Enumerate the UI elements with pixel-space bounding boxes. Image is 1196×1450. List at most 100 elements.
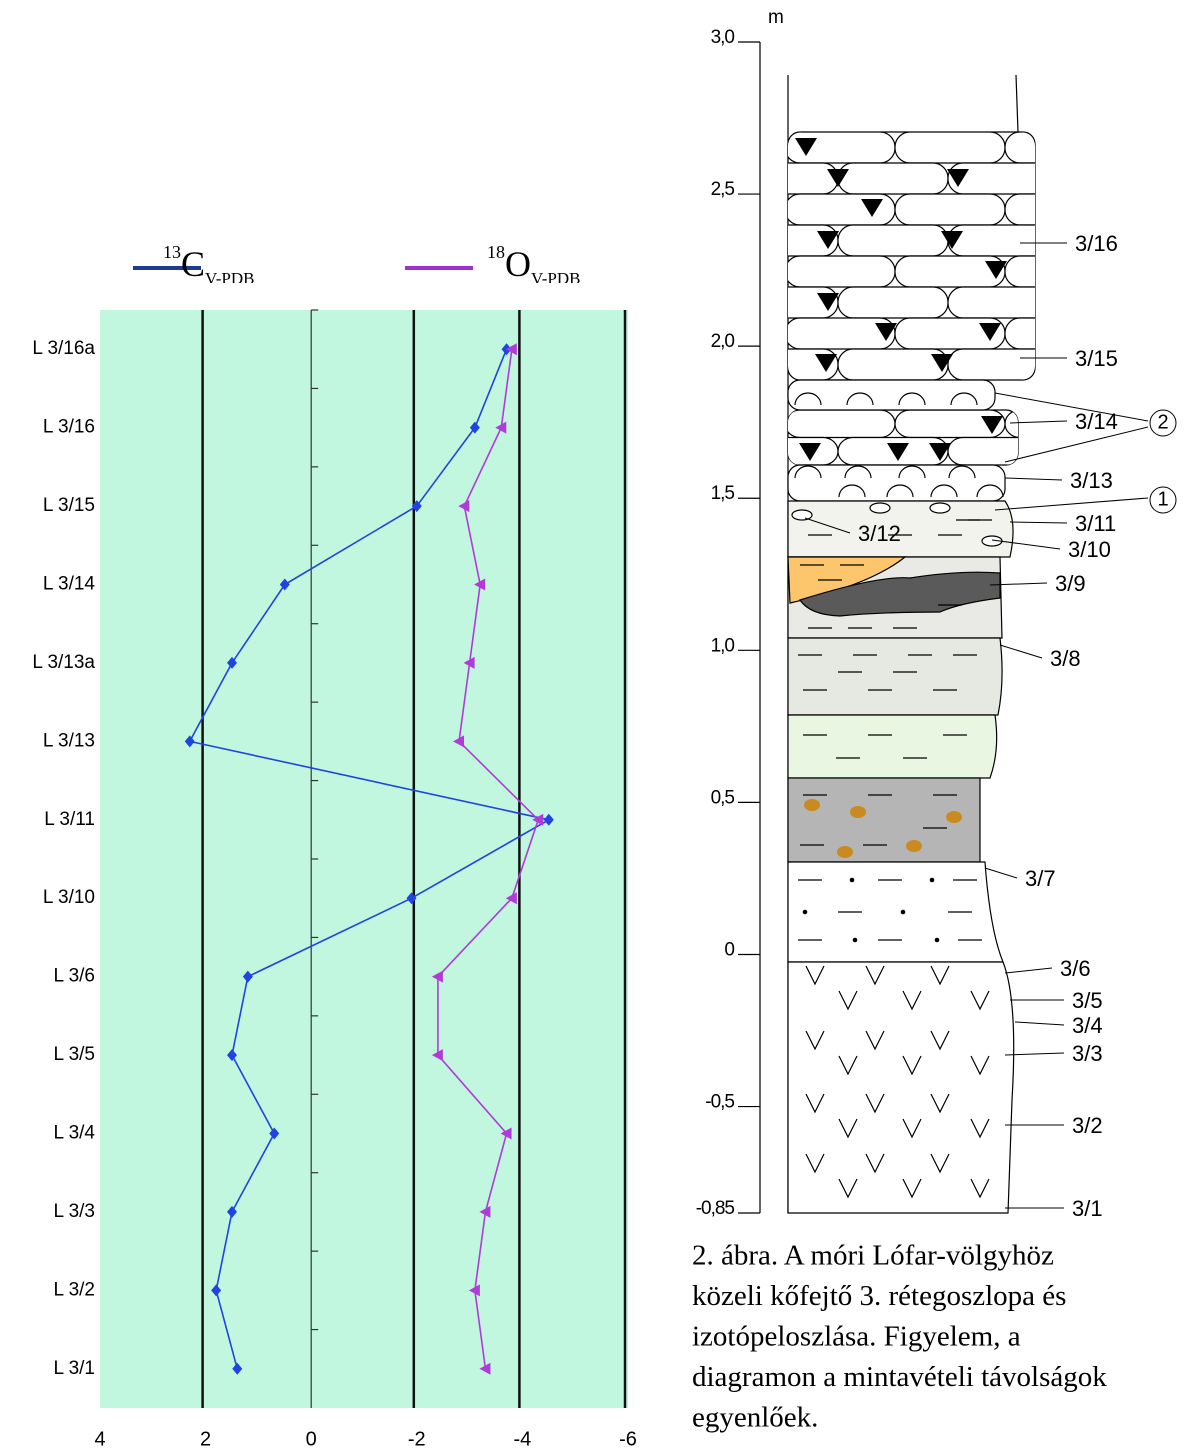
- ochre-blob: [850, 806, 866, 818]
- ochre-blob: [804, 799, 820, 811]
- triangle-symbol: [979, 323, 1001, 341]
- leader-line: [994, 497, 1149, 511]
- brick: [788, 255, 896, 288]
- leader-line: [1009, 521, 1068, 524]
- shell-arc: [794, 465, 822, 479]
- data-point: [543, 813, 554, 826]
- tuff-symbol: [930, 1030, 950, 1051]
- layer-label: 3/1: [1072, 1196, 1103, 1221]
- layer-label: 3/2: [1072, 1113, 1103, 1138]
- tuff-symbol: [865, 965, 885, 986]
- brick: [947, 436, 1018, 465]
- triangle-symbol: [817, 293, 839, 311]
- layer-label: 3/6: [1060, 956, 1091, 981]
- tuff-symbol: [930, 1153, 950, 1174]
- brick: [894, 193, 1006, 226]
- y-tick-label: L 3/2: [53, 1279, 95, 1300]
- grain-dot: [934, 937, 940, 943]
- grain-dot: [802, 909, 808, 915]
- data-point: [458, 500, 470, 513]
- layer-label: 3/8: [1050, 646, 1081, 671]
- data-point: [431, 1049, 443, 1062]
- x-tick-label: -2: [408, 1428, 426, 1450]
- x-tick-label: 2: [200, 1428, 211, 1450]
- x-tick-label: 0: [306, 1428, 317, 1450]
- x-tick-label: 4: [94, 1428, 105, 1450]
- tuff-symbol: [970, 990, 990, 1011]
- leader-line: [804, 517, 851, 534]
- scale-label: 1,0: [711, 635, 735, 656]
- caption-line: izotópeloszlása. Figyelem, a: [692, 1321, 1021, 1353]
- leader-line: [999, 644, 1043, 659]
- y-tick-label: L 3/3: [53, 1201, 95, 1222]
- tuff-symbol: [805, 1153, 825, 1174]
- legend-element: C: [181, 244, 205, 284]
- shell-arc: [898, 465, 926, 479]
- tuff-symbol: [838, 1118, 858, 1139]
- layer-label: 3/15: [1075, 346, 1118, 371]
- layer-label: 3/10: [1068, 537, 1111, 562]
- brick: [788, 224, 839, 257]
- brick: [788, 436, 839, 465]
- tuff-symbol: [865, 1153, 885, 1174]
- legend-entry: 13CV-PDB: [133, 242, 254, 284]
- x-tick-label: -4: [514, 1428, 532, 1450]
- legend-subscript: V-PDB: [531, 269, 580, 288]
- scale-label: 2,0: [711, 331, 735, 352]
- tuff-symbol: [970, 1118, 990, 1139]
- leader-line: [989, 582, 1048, 586]
- tuff-symbol: [902, 1118, 922, 1139]
- brick: [947, 348, 1035, 380]
- plot-background: [100, 310, 628, 1408]
- triangle-symbol: [817, 231, 839, 249]
- leader-line: [1004, 426, 1149, 463]
- triangle-symbol: [931, 354, 953, 372]
- data-point: [532, 813, 544, 826]
- caption-line: egyenlőek.: [692, 1402, 818, 1434]
- brick: [788, 193, 896, 226]
- data-point: [495, 421, 507, 434]
- layer-label: 3/5: [1072, 988, 1103, 1013]
- data-point: [184, 735, 195, 748]
- shell-arc: [838, 484, 866, 498]
- brick: [947, 224, 1035, 257]
- data-point: [474, 578, 486, 591]
- pebble: [929, 502, 951, 514]
- scale-label: 3,0: [711, 27, 735, 48]
- triangle-symbol: [799, 443, 821, 461]
- tuff-symbol: [805, 1030, 825, 1051]
- data-point: [469, 421, 480, 434]
- data-point: [453, 735, 465, 748]
- y-tick-label: L 3/15: [43, 495, 95, 516]
- legend-mass: 18: [487, 242, 505, 262]
- y-tick-label: L 3/16a: [32, 338, 95, 359]
- series-line: [437, 349, 540, 1369]
- scale-label: -0,5: [705, 1092, 734, 1113]
- shell-arc: [898, 392, 926, 406]
- brick: [788, 162, 839, 195]
- brick: [894, 255, 1006, 288]
- legend-label: 18OV-PDB: [487, 242, 580, 288]
- ochre-blob: [837, 846, 853, 858]
- brick: [788, 317, 896, 350]
- tuff-symbol: [838, 1055, 858, 1076]
- orange-layer: [787, 556, 907, 604]
- legend-mass: 13: [163, 242, 181, 262]
- scale-label: 0: [724, 939, 734, 960]
- brick: [1004, 193, 1035, 226]
- scale-label: 1,5: [711, 483, 735, 504]
- pebble: [869, 502, 891, 514]
- brick: [894, 132, 1006, 164]
- caption-line: 2. ábra. A móri Lófar-völgyhöz: [692, 1240, 1054, 1272]
- data-point: [411, 500, 422, 513]
- brick: [947, 286, 1035, 319]
- triangle-symbol: [929, 443, 951, 461]
- brick: [947, 162, 1035, 195]
- marl-layer: [787, 500, 1014, 558]
- shell-arc: [886, 484, 914, 498]
- data-point: [211, 1284, 222, 1297]
- triangle-symbol: [815, 354, 837, 372]
- leader-line: [994, 392, 1149, 422]
- data-point: [227, 656, 237, 669]
